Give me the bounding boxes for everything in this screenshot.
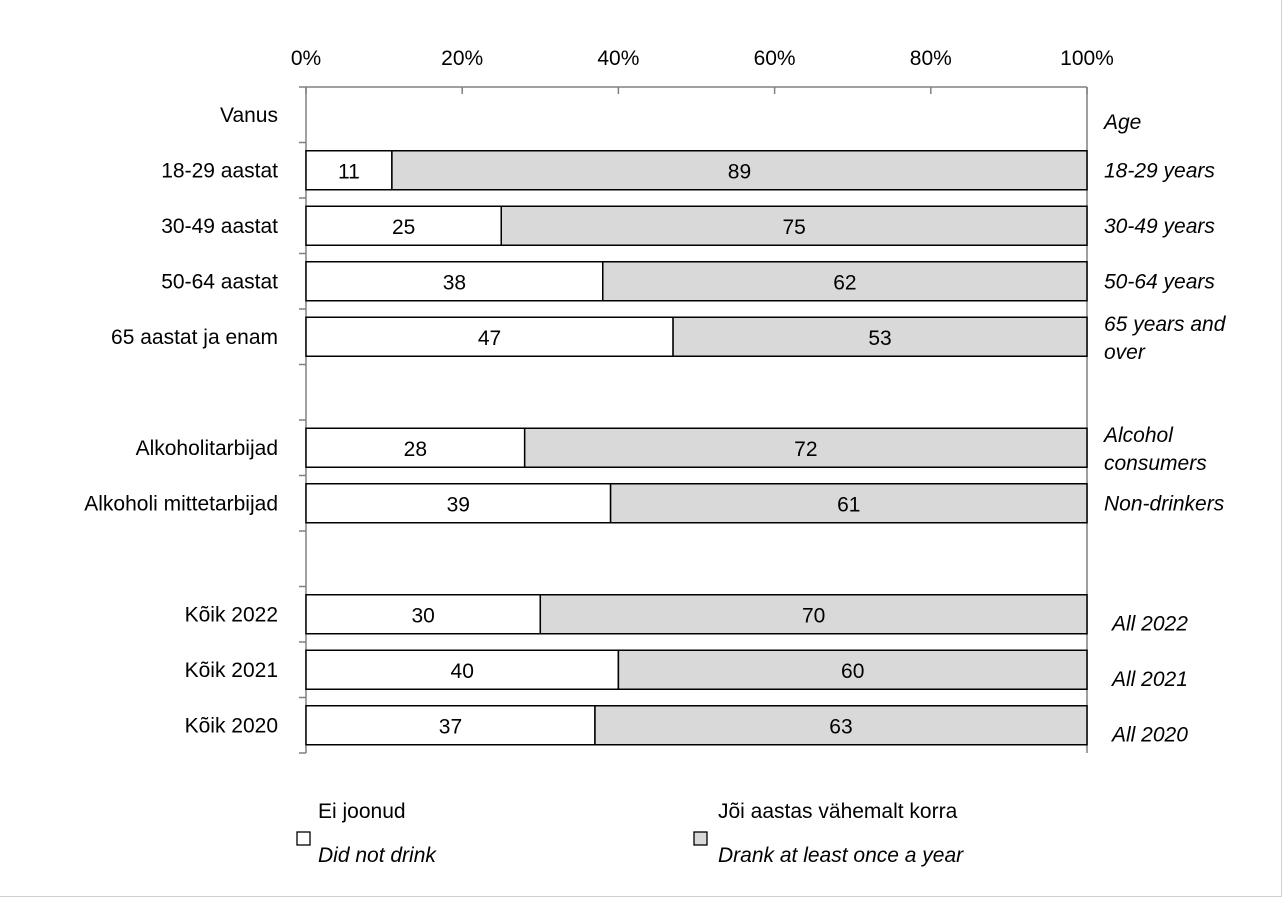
bar-segment <box>305 150 393 191</box>
bar-segment <box>500 205 1088 246</box>
category-label: 18-29 aastat <box>161 159 278 182</box>
data-label: 72 <box>794 438 817 461</box>
bar-segment <box>305 649 620 690</box>
category-label: Alkoholitarbijad <box>136 437 278 460</box>
data-label: 89 <box>728 160 751 183</box>
x-tick-label: 0% <box>291 47 321 70</box>
data-label: 38 <box>443 271 466 294</box>
data-label: 70 <box>802 604 825 627</box>
data-label: 39 <box>447 493 470 516</box>
category-label-en: Non-drinkers <box>1104 492 1225 515</box>
data-label: 30 <box>411 604 434 627</box>
category-label-en: 30-49 years <box>1104 215 1215 238</box>
bar-segment <box>539 594 1088 635</box>
legend-swatch <box>693 831 708 846</box>
data-label: 25 <box>392 216 415 239</box>
bar-segment <box>305 261 604 302</box>
category-label-en: 18-29 years <box>1104 159 1215 182</box>
data-label: 60 <box>841 660 864 683</box>
data-label: 62 <box>833 271 856 294</box>
x-tick-label: 80% <box>910 47 952 70</box>
category-label-en: Alcohol consumers <box>1102 424 1207 475</box>
category-label: Alkoholi mittetarbijad <box>84 492 278 515</box>
category-label-en: Age <box>1102 111 1141 134</box>
category-label: Vanus <box>220 104 278 127</box>
legend-label-en: Drank at least once a year <box>718 844 964 867</box>
category-label: Kõik 2022 <box>185 603 278 626</box>
category-label-en: 65 years and over <box>1104 313 1227 364</box>
x-tick-label: 60% <box>754 47 796 70</box>
legend-label-en: Did not drink <box>318 844 437 867</box>
bar-segment <box>672 316 1088 357</box>
data-label: 75 <box>782 216 805 239</box>
bar-segment <box>617 649 1088 690</box>
x-tick-label: 20% <box>441 47 483 70</box>
category-label-en: All 2020 <box>1110 723 1188 746</box>
bar-segment <box>609 483 1088 524</box>
bar-segment <box>594 705 1088 746</box>
bar-segment <box>305 316 674 357</box>
data-label: 28 <box>404 438 427 461</box>
data-label: 47 <box>478 327 501 350</box>
data-label: 53 <box>868 327 891 350</box>
category-label: 50-64 aastat <box>161 270 278 293</box>
category-label: Kõik 2020 <box>185 714 278 737</box>
bar-segment <box>602 261 1088 302</box>
category-label: Kõik 2021 <box>185 659 278 682</box>
data-label: 11 <box>338 160 360 183</box>
data-label: 40 <box>451 660 474 683</box>
data-label: 37 <box>439 715 462 738</box>
x-tick-label: 100% <box>1060 47 1114 70</box>
bar-segment <box>305 205 502 246</box>
x-tick-label: 40% <box>597 47 639 70</box>
bar-segment <box>523 427 1088 468</box>
category-label-en: All 2021 <box>1110 668 1188 691</box>
category-label: 65 aastat ja enam <box>111 326 278 349</box>
category-label-en: 50-64 years <box>1104 270 1215 293</box>
legend-label: Jõi aastas vähemalt korra <box>718 800 958 823</box>
category-label-en: All 2022 <box>1110 612 1188 635</box>
category-label: 30-49 aastat <box>161 215 278 238</box>
bar-segment <box>305 594 542 635</box>
legend-label: Ei joonud <box>318 800 406 823</box>
bar-segment <box>391 150 1088 191</box>
data-label: 61 <box>837 493 860 516</box>
data-label: 63 <box>829 715 852 738</box>
legend-swatch <box>296 831 311 846</box>
